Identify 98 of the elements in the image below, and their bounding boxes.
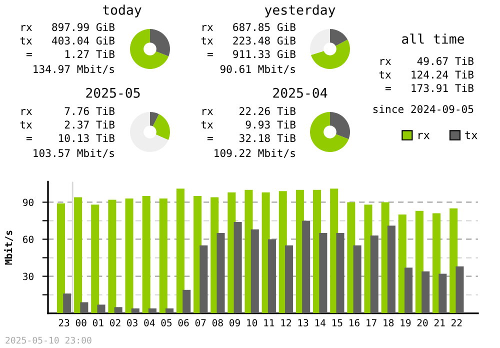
y-axis-title: Mbit/s <box>4 230 13 265</box>
bar <box>182 290 191 314</box>
bar <box>125 198 134 314</box>
donut-slice <box>330 112 350 140</box>
text: 90.61 Mbit/s <box>220 64 295 74</box>
bar <box>159 198 168 314</box>
bar <box>114 307 122 314</box>
text: = 173.91 TiB <box>385 84 474 92</box>
bar <box>422 271 430 314</box>
x-tick-label: 04 <box>144 319 155 326</box>
bar <box>353 245 362 314</box>
text: tx 223.48 GiB <box>201 36 296 45</box>
bar <box>404 268 413 314</box>
chart-title: 2025-05 <box>86 88 140 98</box>
x-tick-label: 23 <box>58 319 70 326</box>
x-tick-label: 02 <box>110 319 120 326</box>
text: tx 2.37 TiB <box>20 120 115 129</box>
x-tick-label: 08 <box>212 319 223 326</box>
legend-label: rx <box>418 132 430 140</box>
bar <box>336 233 344 314</box>
text: = 10.13 TiB <box>26 134 115 142</box>
chart-title: 2025-04 <box>273 88 328 98</box>
y-tick-label: 90 <box>23 198 34 206</box>
x-tick-label: 21 <box>434 319 445 326</box>
x-tick-label: 15 <box>332 319 342 326</box>
bar <box>148 308 156 314</box>
bar <box>302 220 310 314</box>
bar <box>97 304 106 314</box>
x-tick-label: 05 <box>161 319 172 326</box>
x-tick-label: 12 <box>281 319 291 326</box>
bar <box>108 200 116 314</box>
bar <box>131 308 140 314</box>
x-tick-label: 03 <box>127 319 138 326</box>
text: rx 22.26 TiB <box>202 106 296 116</box>
chart-title: yesterday <box>264 4 336 18</box>
text: rx 7.76 TiB <box>22 106 115 116</box>
text: = 1.27 TiB <box>26 50 115 58</box>
bar <box>142 196 150 314</box>
text: 109.22 Mbit/s <box>214 148 295 158</box>
x-tick-label: 22 <box>452 319 462 326</box>
y-tick-label: 60 <box>23 236 34 244</box>
bar <box>63 294 72 314</box>
text: = 32.18 TiB <box>207 134 296 142</box>
text: rx 687.85 GiB <box>202 22 296 32</box>
bar <box>285 245 294 314</box>
bar <box>166 308 174 314</box>
y-tick-label: 30 <box>23 272 34 280</box>
bar <box>56 203 65 314</box>
text: = 911.33 GiB <box>207 50 296 58</box>
bar <box>234 222 242 314</box>
bar <box>319 233 328 314</box>
bar <box>91 204 100 314</box>
text: tx 403.04 GiB <box>20 36 115 45</box>
bar <box>216 233 225 314</box>
bar <box>250 229 259 314</box>
x-tick-label: 18 <box>384 319 394 326</box>
text: 103.57 Mbit/s <box>34 148 114 158</box>
bar <box>438 274 447 314</box>
x-tick-label: 06 <box>178 319 189 326</box>
text: since 2024-09-05 <box>373 104 474 114</box>
x-tick-label: 07 <box>195 319 206 326</box>
x-tick-label: 10 <box>247 319 258 326</box>
legend-label: tx <box>465 131 478 140</box>
bar <box>74 197 82 314</box>
donut-slice <box>310 112 349 152</box>
bar <box>387 226 396 314</box>
x-tick-label: 09 <box>230 319 240 326</box>
text: tx 124.24 TiB <box>379 70 474 78</box>
text: rx 897.99 GiB <box>22 22 115 32</box>
bar <box>200 245 208 314</box>
donut-slice <box>310 29 330 56</box>
chart-title: today <box>102 4 142 18</box>
x-tick-label: 11 <box>264 319 274 326</box>
donut-slice <box>150 112 159 126</box>
bar <box>370 236 378 314</box>
donut-slice <box>130 112 168 152</box>
donut-slice <box>130 29 169 69</box>
donut-slice <box>310 40 350 69</box>
text: rx 49.67 TiB <box>380 56 474 66</box>
bar <box>456 266 464 314</box>
x-tick-label: 20 <box>417 319 428 326</box>
bar <box>80 302 88 314</box>
text: all time <box>402 34 464 44</box>
x-tick-label: 00 <box>76 319 86 326</box>
x-tick-label: 19 <box>400 319 411 326</box>
donut-slice <box>152 114 170 140</box>
text: 2025-05-10 23:00 <box>6 336 92 344</box>
donut-slice <box>150 29 170 56</box>
bar <box>176 188 184 314</box>
x-tick-label: 17 <box>366 319 376 326</box>
x-tick-label: 14 <box>315 319 326 326</box>
bar <box>268 239 276 314</box>
x-tick-label: 01 <box>92 319 104 326</box>
x-tick-label: 16 <box>350 319 360 326</box>
x-tick-label: 13 <box>298 319 308 326</box>
text: 134.97 Mbit/s <box>34 64 114 74</box>
text: tx 9.93 TiB <box>201 120 296 129</box>
donut-slice <box>330 29 348 46</box>
